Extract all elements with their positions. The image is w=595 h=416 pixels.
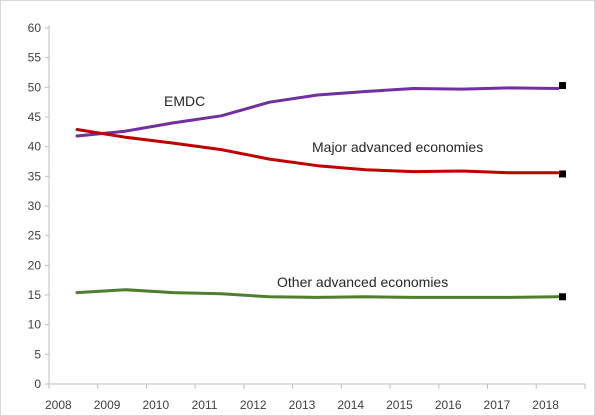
y-tick-labels: 0 5 10 15 20 25 30 35 40 45 50 55 60 [28, 21, 49, 391]
end-marker-emdc [559, 82, 566, 90]
x-tick-label: 2010 [142, 398, 169, 412]
y-tick-label: 35 [28, 169, 42, 183]
series-line-emdc [75, 86, 560, 138]
series-line-major-advanced-economies [75, 128, 560, 175]
y-tick-label: 60 [28, 21, 42, 35]
series-line-other-advanced-economies [75, 288, 560, 299]
y-tick-label: 55 [28, 51, 42, 65]
x-tick-label: 2018 [532, 398, 559, 412]
y-tick-label: 50 [28, 80, 42, 94]
x-tick-label: 2012 [240, 398, 267, 412]
x-tick-label: 2011 [192, 398, 218, 412]
x-tick-label: 2009 [94, 398, 121, 412]
annotation-other-advanced-economies: Other advanced economies [277, 274, 448, 290]
x-tick-label: 2013 [289, 398, 316, 412]
series-lines [75, 86, 560, 299]
end-marker-major-advanced-economies [559, 170, 566, 178]
x-tick-label: 2015 [386, 398, 413, 412]
y-tick-label: 25 [28, 229, 42, 243]
y-tick-label: 10 [28, 318, 42, 332]
y-tick-label: 30 [28, 199, 42, 213]
annotation-major-advanced-economies: Major advanced economies [312, 139, 483, 155]
end-marker-other-advanced-economies [559, 293, 566, 301]
y-tick-label: 40 [28, 140, 42, 154]
y-tick-label: 5 [34, 347, 41, 361]
y-tick-label: 15 [28, 288, 42, 302]
x-tick-label: 2008 [45, 398, 72, 412]
annotation-emdc: EMDC [164, 93, 205, 109]
axes [48, 25, 585, 385]
x-tick-labels: 2008 2009 2010 2011 2012 2013 2014 2015 2016 2017… [45, 384, 586, 412]
y-tick-label: 20 [28, 258, 42, 272]
y-tick-label: 0 [34, 377, 41, 391]
x-tick-label: 2017 [484, 398, 511, 412]
y-tick-label: 45 [28, 110, 42, 124]
x-tick-label: 2014 [337, 398, 364, 412]
x-tick-label: 2016 [435, 398, 462, 412]
end-markers [559, 82, 566, 301]
annotations: EMDC Major advanced economies Other adva… [164, 93, 483, 290]
